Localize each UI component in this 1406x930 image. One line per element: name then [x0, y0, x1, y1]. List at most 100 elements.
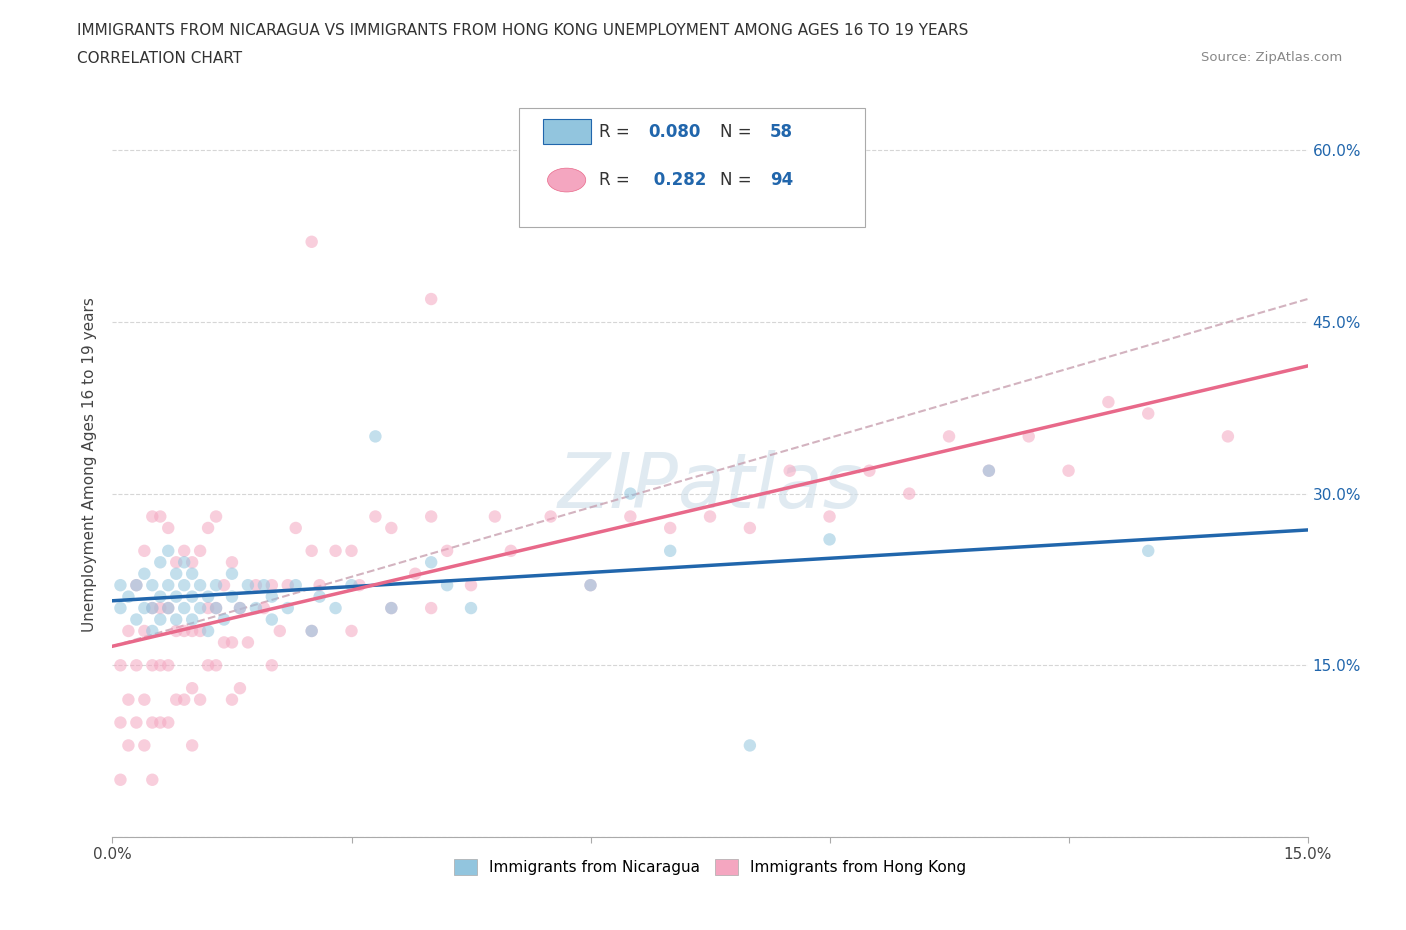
Point	[436, 578, 458, 592]
Point	[205, 658, 228, 672]
Point	[134, 692, 156, 707]
Point	[420, 555, 443, 570]
Text: ZIPatlas: ZIPatlas	[557, 450, 863, 525]
Point	[205, 578, 228, 592]
Point	[818, 509, 841, 524]
Point	[157, 543, 180, 558]
Point	[212, 635, 235, 650]
Text: 94: 94	[770, 171, 793, 189]
Text: IMMIGRANTS FROM NICARAGUA VS IMMIGRANTS FROM HONG KONG UNEMPLOYMENT AMONG AGES 1: IMMIGRANTS FROM NICARAGUA VS IMMIGRANTS …	[77, 23, 969, 38]
Point	[1018, 429, 1040, 444]
Text: CORRELATION CHART: CORRELATION CHART	[77, 51, 242, 66]
Point	[125, 658, 148, 672]
Point	[165, 566, 187, 581]
Legend: Immigrants from Nicaragua, Immigrants from Hong Kong: Immigrants from Nicaragua, Immigrants fr…	[447, 853, 973, 882]
Point	[540, 509, 562, 524]
Point	[157, 601, 180, 616]
Point	[212, 578, 235, 592]
Point	[236, 635, 259, 650]
Point	[325, 543, 347, 558]
Point	[245, 601, 267, 616]
Point	[253, 601, 276, 616]
Point	[188, 692, 211, 707]
Point	[1216, 429, 1239, 444]
Point	[229, 601, 252, 616]
Point	[188, 623, 211, 638]
Point	[165, 612, 187, 627]
Text: 0.080: 0.080	[648, 123, 700, 140]
Point	[977, 463, 1000, 478]
Circle shape	[547, 168, 586, 192]
Point	[308, 590, 330, 604]
Point	[157, 578, 180, 592]
Point	[141, 772, 163, 787]
Point	[420, 292, 443, 307]
Point	[938, 429, 960, 444]
Point	[699, 509, 721, 524]
Point	[149, 590, 172, 604]
Point	[181, 623, 204, 638]
Point	[157, 521, 180, 536]
Point	[301, 623, 323, 638]
Point	[117, 590, 139, 604]
Point	[420, 601, 443, 616]
Point	[260, 590, 283, 604]
Point	[141, 601, 163, 616]
Point	[205, 601, 228, 616]
Point	[173, 543, 195, 558]
Point	[205, 509, 228, 524]
Point	[157, 715, 180, 730]
Point	[125, 715, 148, 730]
Point	[165, 555, 187, 570]
Point	[134, 623, 156, 638]
Point	[134, 738, 156, 753]
Text: 0.282: 0.282	[648, 171, 706, 189]
Point	[236, 578, 259, 592]
Point	[141, 509, 163, 524]
Point	[149, 601, 172, 616]
Point	[460, 601, 482, 616]
Point	[134, 566, 156, 581]
Text: N =: N =	[720, 171, 756, 189]
Point	[197, 521, 219, 536]
Point	[499, 543, 522, 558]
Point	[149, 555, 172, 570]
Point	[173, 601, 195, 616]
Point	[301, 543, 323, 558]
Point	[134, 543, 156, 558]
Point	[141, 715, 163, 730]
Point	[301, 623, 323, 638]
Point	[165, 692, 187, 707]
Point	[149, 658, 172, 672]
Point	[404, 566, 426, 581]
Point	[221, 566, 243, 581]
Point	[181, 590, 204, 604]
Point	[157, 601, 180, 616]
Point	[197, 601, 219, 616]
Point	[149, 715, 172, 730]
Point	[229, 601, 252, 616]
Point	[619, 509, 641, 524]
Point	[308, 578, 330, 592]
Point	[364, 509, 387, 524]
Point	[340, 543, 363, 558]
Point	[1057, 463, 1080, 478]
Point	[181, 566, 204, 581]
Point	[188, 578, 211, 592]
Point	[173, 623, 195, 638]
Point	[110, 601, 132, 616]
Point	[659, 521, 682, 536]
Point	[229, 681, 252, 696]
Point	[110, 715, 132, 730]
Point	[325, 601, 347, 616]
Point	[349, 578, 371, 592]
Point	[221, 692, 243, 707]
Point	[221, 555, 243, 570]
Point	[125, 578, 148, 592]
Point	[284, 521, 307, 536]
Point	[165, 590, 187, 604]
Point	[1137, 406, 1160, 421]
Point	[340, 623, 363, 638]
Point	[221, 590, 243, 604]
Point	[173, 578, 195, 592]
